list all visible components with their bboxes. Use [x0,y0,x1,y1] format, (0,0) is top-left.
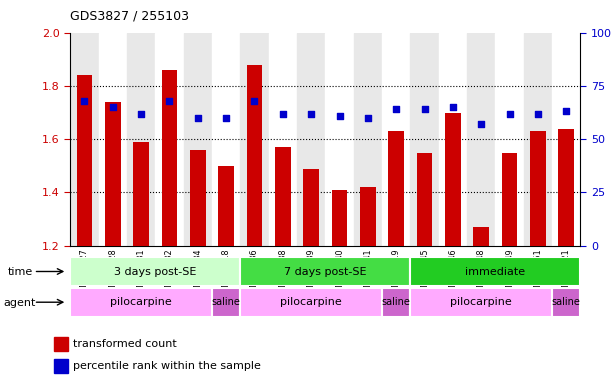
Point [335,113,345,119]
Bar [558,129,574,246]
Text: percentile rank within the sample: percentile rank within the sample [73,361,261,371]
Bar [389,131,404,246]
Bar [524,33,552,246]
Bar [190,150,206,246]
Point [562,108,571,114]
Bar [530,131,546,246]
Bar [325,33,354,246]
Text: saline: saline [552,297,580,308]
Point [306,111,316,117]
Bar [411,33,439,246]
Point [420,106,430,113]
Bar [360,187,376,246]
Text: 7 days post-SE: 7 days post-SE [284,266,367,277]
Bar [162,70,177,246]
Point [448,104,458,110]
Text: time: time [7,267,32,277]
Text: transformed count: transformed count [73,339,177,349]
Bar [411,257,580,286]
Bar [304,169,319,246]
Bar [269,33,297,246]
Bar [354,33,382,246]
Bar [76,75,92,246]
Bar [98,33,127,246]
Bar [411,288,552,317]
Bar [417,152,433,246]
Bar [240,33,269,246]
Bar [445,113,461,246]
Point [136,111,146,117]
Text: GDS3827 / 255103: GDS3827 / 255103 [70,10,189,23]
Bar [70,33,98,246]
Bar [155,33,184,246]
Text: agent: agent [3,298,35,308]
Point [221,115,231,121]
Bar [502,152,518,246]
Bar [382,288,411,317]
Bar [70,257,240,286]
Bar [212,288,240,317]
Point [278,111,288,117]
Text: pilocarpine: pilocarpine [110,297,172,308]
Point [79,98,89,104]
Bar [240,288,382,317]
Bar [247,65,262,246]
Bar [275,147,291,246]
Point [193,115,203,121]
Point [108,104,118,110]
Bar [54,337,68,351]
Bar [105,102,120,246]
Point [363,115,373,121]
Bar [184,33,212,246]
Bar [496,33,524,246]
Point [164,98,174,104]
Bar [218,166,234,246]
Bar [439,33,467,246]
Text: saline: saline [382,297,411,308]
Text: immediate: immediate [466,266,525,277]
Point [391,106,401,113]
Bar [552,288,580,317]
Text: saline: saline [212,297,241,308]
Bar [382,33,411,246]
Point [477,121,486,127]
Bar [127,33,155,246]
Bar [212,33,240,246]
Bar [54,359,68,372]
Bar [240,257,411,286]
Bar [297,33,325,246]
Text: pilocarpine: pilocarpine [280,297,342,308]
Point [505,111,514,117]
Bar [332,190,347,246]
Bar [133,142,149,246]
Text: pilocarpine: pilocarpine [450,297,512,308]
Point [250,98,260,104]
Bar [552,33,580,246]
Bar [70,288,212,317]
Point [533,111,543,117]
Bar [474,227,489,246]
Text: 3 days post-SE: 3 days post-SE [114,266,197,277]
Bar [467,33,496,246]
